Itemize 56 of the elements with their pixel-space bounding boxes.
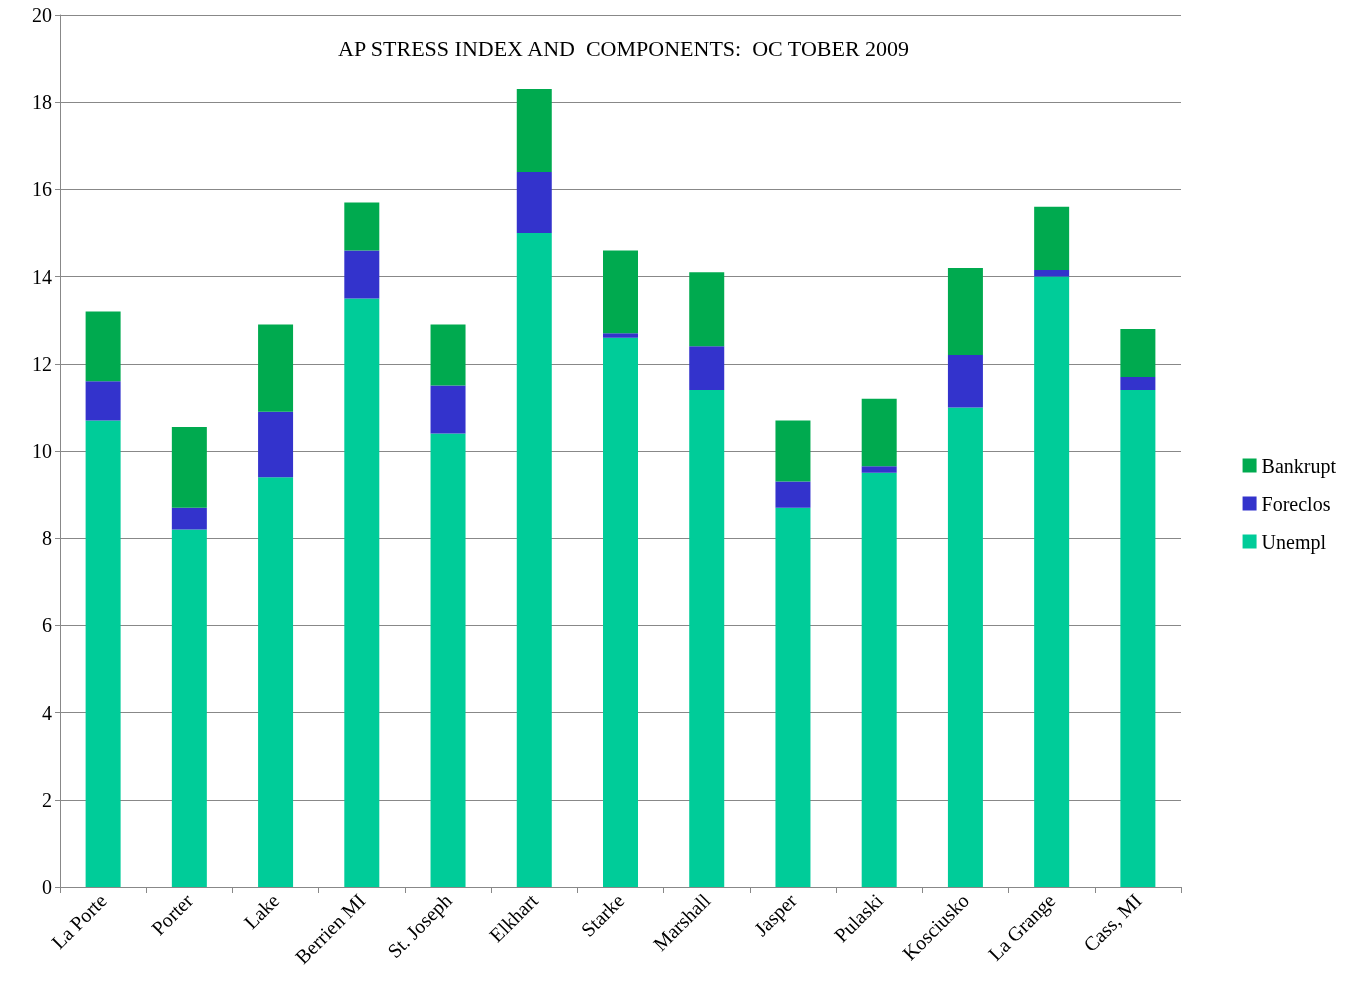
y-tick-label: 2: [42, 788, 52, 811]
bar: [516, 233, 552, 887]
bar: [775, 420, 811, 482]
y-tick-label: 0: [42, 876, 52, 898]
bar: [344, 250, 380, 299]
bar: [689, 272, 725, 347]
bar: [1034, 270, 1070, 277]
y-tick-label: 4: [42, 701, 52, 724]
y-tick-label: 14: [32, 265, 52, 288]
bar: [258, 411, 294, 478]
bar: [171, 427, 207, 508]
bar: [603, 333, 638, 338]
bar: [258, 477, 294, 887]
bar: [516, 171, 552, 233]
y-tick-label: 18: [32, 91, 52, 114]
bar: [689, 346, 725, 390]
bar: [861, 398, 897, 467]
bar: [171, 529, 207, 887]
y-tick-label: 10: [32, 440, 52, 462]
bar: [947, 407, 983, 887]
y-tick-label: 20: [32, 4, 52, 26]
bar: [1120, 389, 1156, 887]
bar: [947, 267, 983, 356]
bar: [85, 420, 121, 887]
text: AP STRESS INDEX AND COMPONENTS: OC TOBER 2009: [338, 35, 910, 61]
legend-label: Unempl: [1261, 530, 1327, 554]
bar: [258, 324, 294, 412]
bar: [516, 89, 552, 172]
bar: [430, 433, 466, 887]
bar: [603, 250, 638, 334]
bar: [344, 202, 380, 251]
x-tick-label: Cass, MI: [1079, 889, 1146, 956]
bar: [861, 472, 897, 887]
y-tick-label: 12: [32, 352, 52, 375]
bar: [171, 507, 207, 530]
y-tick-label: 16: [32, 178, 52, 201]
x-tick-label: Lake: [239, 889, 284, 934]
bar: [689, 389, 725, 887]
legend-label: Bankrupt: [1261, 454, 1337, 478]
bar: [775, 481, 811, 508]
legend-label: Foreclos: [1261, 492, 1331, 515]
bar: [1034, 206, 1070, 271]
bar: [430, 385, 466, 434]
bar: [861, 466, 897, 473]
y-tick-label: 8: [42, 527, 52, 550]
bar: [1120, 328, 1156, 377]
bar: [430, 324, 466, 386]
bar: [85, 311, 121, 382]
bar: [1120, 376, 1156, 390]
bar: [1034, 276, 1070, 887]
bar: [947, 355, 983, 408]
bar: [85, 381, 121, 421]
bar: [775, 507, 811, 887]
y-tick-label: 6: [42, 614, 52, 637]
bar: [603, 337, 638, 887]
bar: [344, 298, 380, 887]
